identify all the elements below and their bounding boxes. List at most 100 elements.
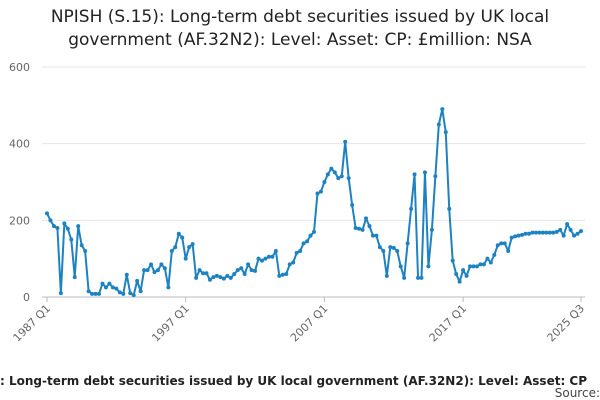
data-point: [499, 241, 504, 246]
data-point: [159, 262, 164, 267]
data-point: [204, 271, 209, 276]
data-point: [388, 245, 393, 250]
data-point: [551, 230, 556, 235]
data-point: [266, 254, 271, 259]
data-point: [509, 235, 514, 240]
data-point: [242, 272, 247, 276]
y-tick-label: 0: [23, 291, 30, 304]
data-point: [409, 206, 414, 211]
data-point: [90, 291, 95, 296]
data-point: [214, 273, 219, 278]
data-point: [128, 291, 133, 296]
data-point: [346, 176, 351, 181]
data-point: [176, 231, 181, 236]
y-tick-label: 600: [9, 61, 30, 74]
data-point: [336, 176, 341, 181]
data-point: [135, 278, 140, 283]
data-point: [440, 107, 445, 112]
data-point: [180, 235, 185, 240]
data-point: [45, 211, 49, 216]
data-point: [374, 233, 379, 238]
data-point: [273, 249, 278, 253]
data-point: [239, 266, 244, 271]
data-point: [561, 233, 566, 238]
data-point: [58, 291, 63, 296]
data-point: [190, 242, 195, 247]
data-point: [187, 245, 192, 250]
data-point: [259, 258, 264, 263]
data-point: [575, 231, 580, 236]
data-point: [426, 264, 431, 269]
x-tick-label: 1997 Q1: [149, 302, 192, 345]
data-point: [488, 260, 493, 265]
data-point: [447, 206, 452, 211]
data-point: [370, 233, 375, 238]
data-point: [520, 232, 525, 237]
data-point: [422, 170, 427, 175]
data-point: [433, 174, 438, 179]
data-point: [114, 286, 119, 291]
data-point: [325, 172, 330, 177]
legend-text: : Long-term debt securities issued by UK…: [0, 374, 587, 388]
data-point: [228, 275, 233, 280]
data-point: [565, 222, 570, 227]
data-point: [318, 189, 323, 194]
data-point: [55, 226, 60, 230]
source: Source:: [555, 386, 600, 400]
data-point: [329, 166, 334, 171]
data-point: [83, 249, 88, 253]
data-point: [523, 231, 528, 236]
data-point: [298, 249, 303, 253]
data-point: [169, 249, 174, 253]
data-point: [117, 290, 122, 295]
data-point: [124, 272, 129, 277]
data-point: [540, 230, 545, 235]
data-point: [110, 285, 115, 290]
data-point: [537, 230, 542, 235]
data-point: [579, 229, 583, 234]
data-point: [201, 271, 206, 276]
data-point: [312, 229, 316, 234]
data-point: [416, 275, 421, 280]
data-point: [478, 262, 483, 267]
data-point: [69, 237, 74, 242]
data-point: [232, 272, 237, 276]
data-point: [443, 130, 448, 135]
data-point: [402, 275, 407, 280]
data-point: [97, 291, 102, 296]
data-point: [253, 268, 258, 273]
y-tick-label: 200: [9, 214, 30, 227]
data-point: [464, 273, 469, 278]
data-point: [429, 227, 434, 232]
data-point: [263, 256, 268, 261]
data-point: [145, 268, 150, 273]
chart-title: NPISH (S.15): Long-term debt securities …: [50, 7, 550, 50]
x-tick-label: 2025 Q3: [545, 302, 588, 345]
data-point: [457, 279, 462, 284]
data-point: [530, 230, 535, 235]
y-tick-label: 400: [9, 138, 30, 151]
series-line: [46, 108, 582, 297]
data-point: [51, 224, 56, 229]
data-point: [197, 268, 202, 273]
x-tick-label: 2007 Q1: [288, 302, 331, 345]
data-point: [461, 268, 466, 273]
data-point: [367, 224, 372, 229]
data-point: [162, 266, 167, 271]
data-point: [305, 239, 310, 244]
data-point: [284, 272, 289, 276]
data-point: [166, 285, 171, 290]
data-point: [315, 191, 320, 196]
data-point: [103, 285, 108, 290]
data-point: [485, 256, 490, 261]
data-point: [377, 245, 382, 250]
data-point: [65, 226, 70, 231]
data-point: [287, 262, 292, 267]
data-point: [121, 291, 126, 296]
data-point: [218, 275, 223, 280]
data-point: [107, 281, 112, 286]
data-point: [544, 230, 549, 235]
data-point: [364, 216, 369, 221]
data-point: [294, 250, 299, 255]
